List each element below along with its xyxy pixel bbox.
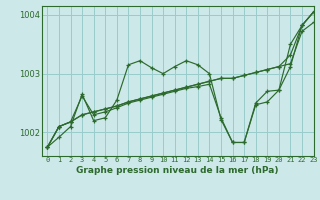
X-axis label: Graphe pression niveau de la mer (hPa): Graphe pression niveau de la mer (hPa) (76, 166, 279, 175)
